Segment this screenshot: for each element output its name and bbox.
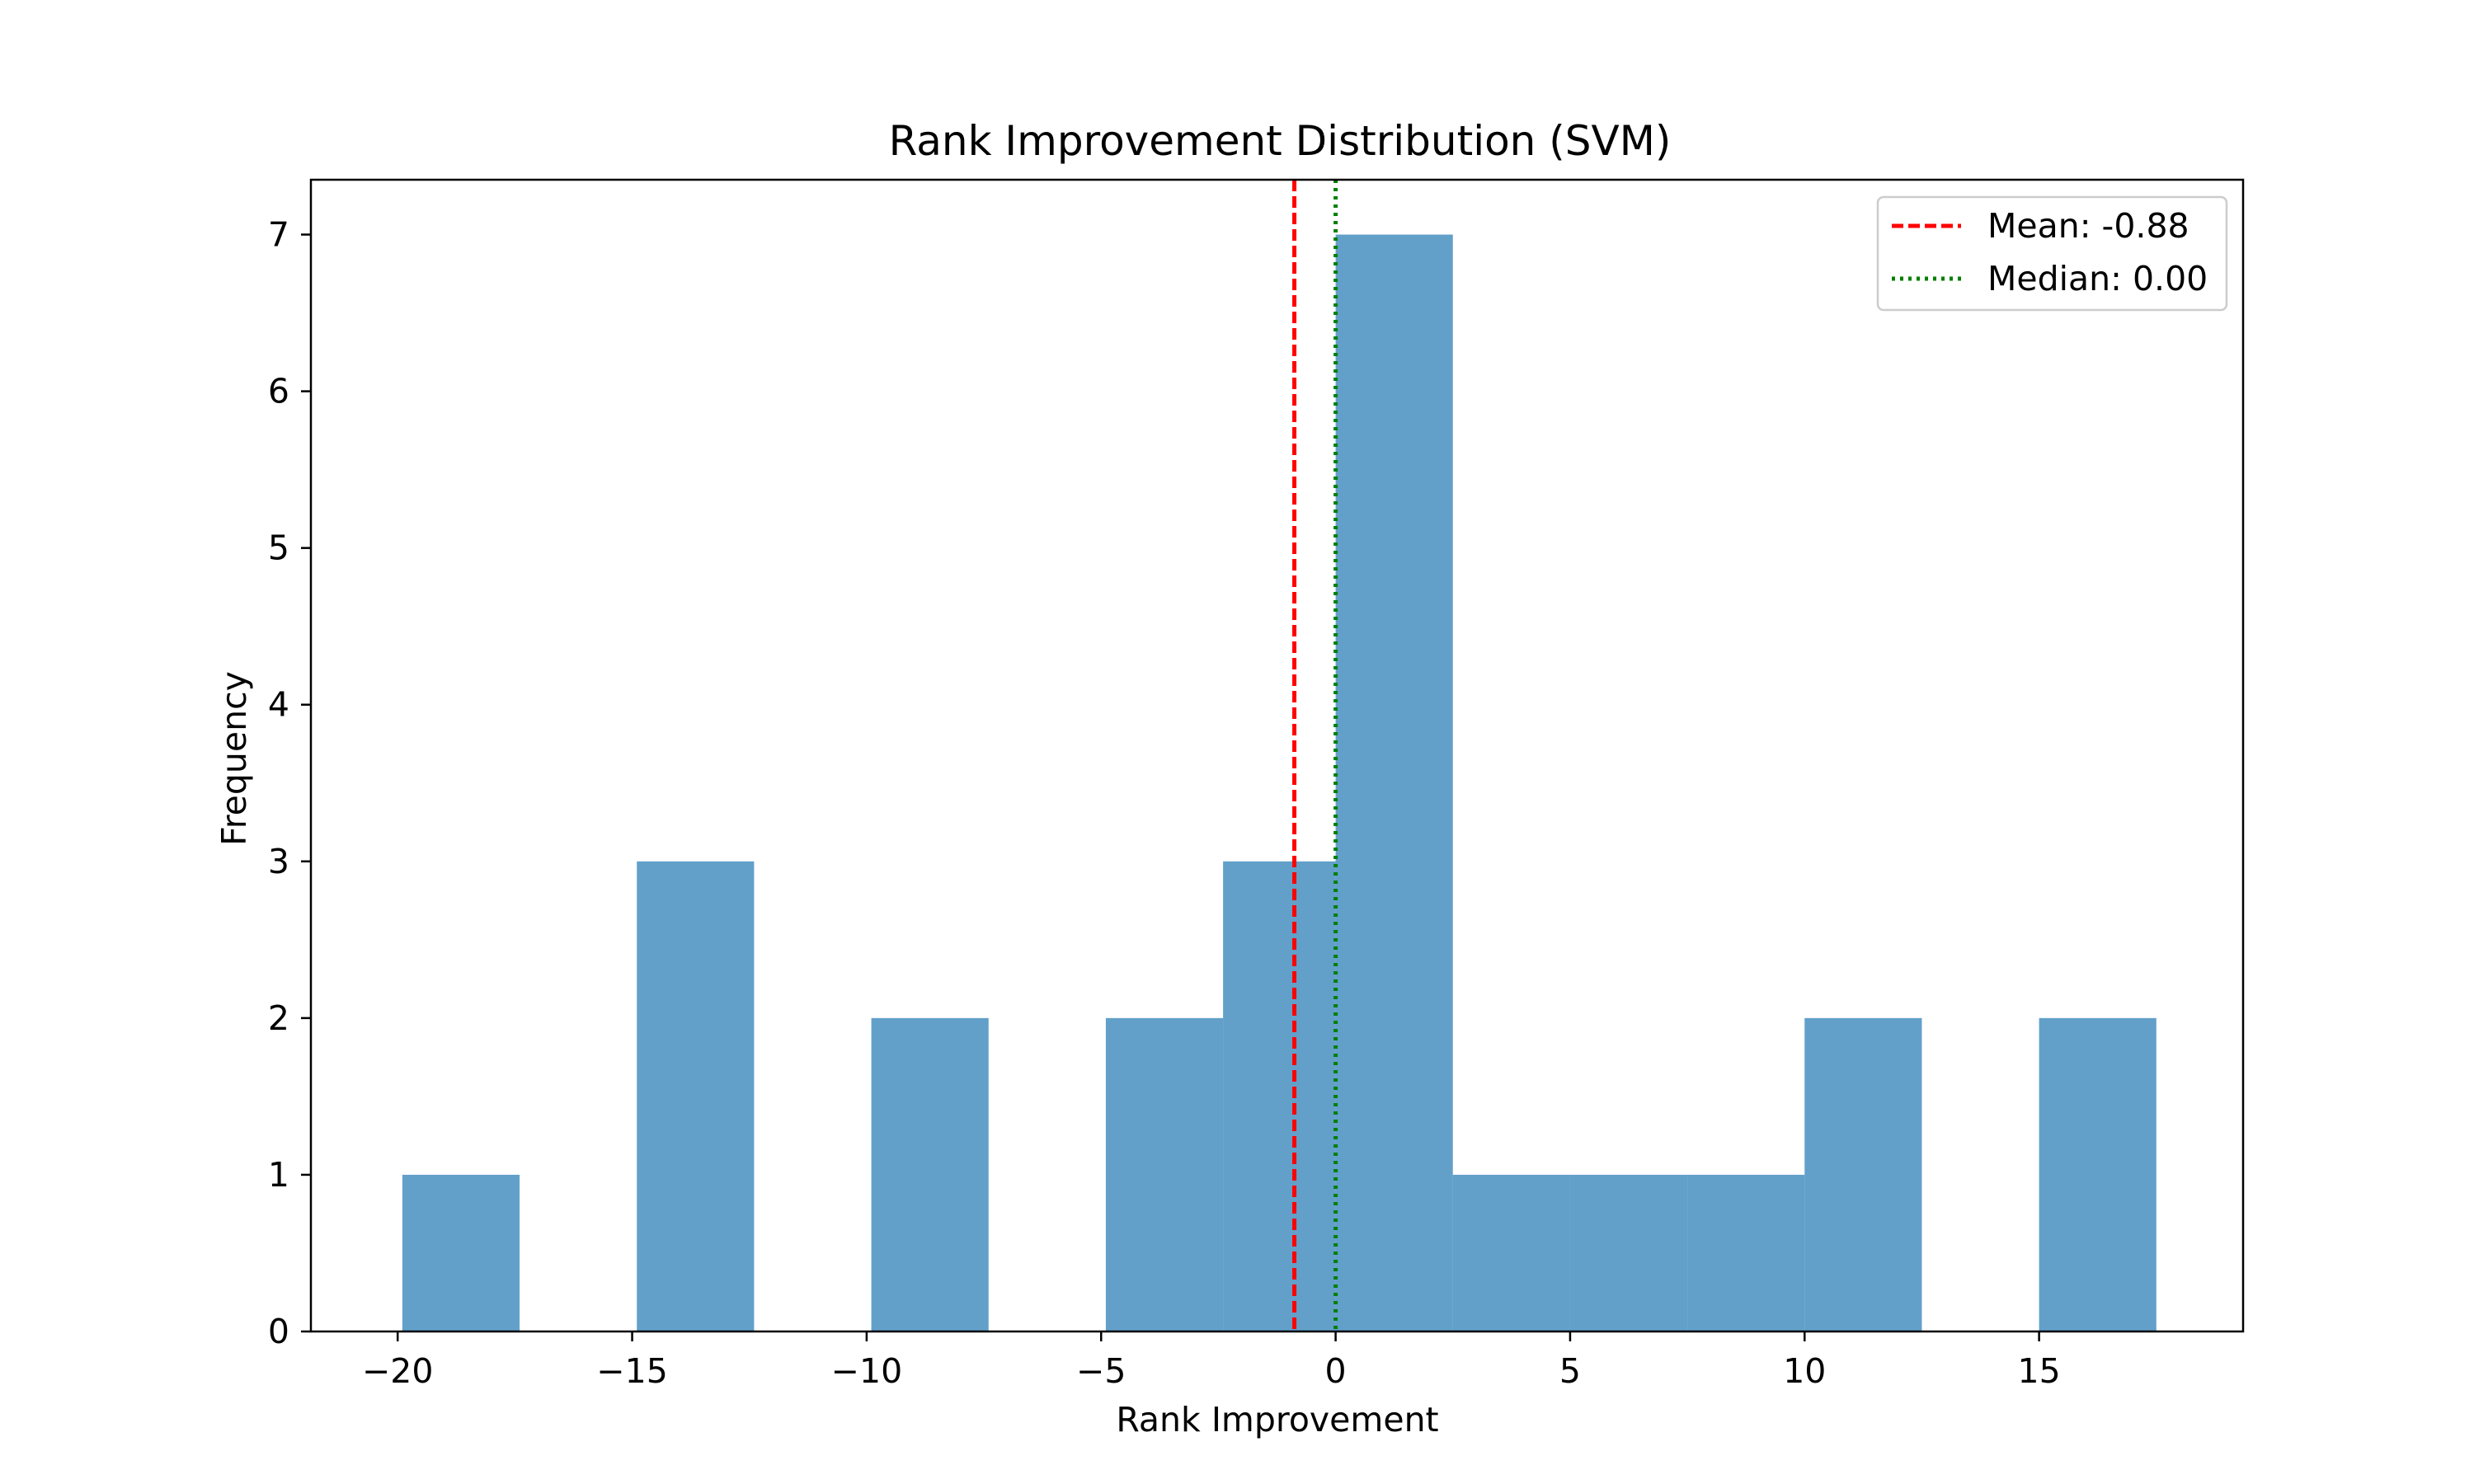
y-tick-label: 6: [268, 372, 289, 411]
x-axis-label: Rank Improvement: [1116, 1400, 1438, 1439]
x-tick-label: −10: [831, 1351, 903, 1391]
histogram-bar: [1452, 1174, 1570, 1331]
y-tick-label: 7: [268, 215, 289, 255]
histogram-bar: [637, 861, 755, 1331]
y-tick-label: 3: [268, 842, 289, 881]
histogram-bar: [2039, 1017, 2157, 1331]
y-tick-label: 2: [268, 998, 289, 1038]
y-axis-ticks: 0 1 2 3 4 5 6 7: [268, 215, 311, 1351]
x-tick-label: 15: [2018, 1351, 2061, 1391]
legend: Mean: -0.88 Median: 0.00: [1876, 195, 2228, 312]
histogram-bar: [1569, 1174, 1688, 1331]
x-tick-label: −15: [596, 1351, 668, 1391]
chart-title: Rank Improvement Distribution (SVM): [889, 117, 1672, 165]
x-tick-label: 0: [1325, 1351, 1347, 1391]
histogram-bar: [1105, 1017, 1224, 1331]
x-tick-label: −20: [362, 1351, 434, 1391]
x-tick-label: 5: [1559, 1351, 1581, 1391]
y-tick-label: 0: [268, 1312, 289, 1351]
histogram-bar: [1687, 1174, 1805, 1331]
histogram-bar: [1804, 1017, 1922, 1331]
y-axis-label: Frequency: [214, 671, 254, 846]
plot-area-frame: [309, 178, 2245, 1333]
histogram-bar: [1335, 234, 1453, 1331]
y-tick-label: 4: [268, 685, 289, 725]
histogram-bar: [402, 1174, 520, 1331]
reference-lines-layer: [1292, 180, 1338, 1331]
legend-label-mean: Mean: -0.88: [1987, 206, 2189, 246]
legend-label-median: Median: 0.00: [1987, 259, 2208, 298]
x-axis-ticks: −20 −15 −10 −5 0 5 10 15: [362, 1331, 2061, 1391]
y-tick-label: 5: [268, 528, 289, 568]
histogram-bar: [1223, 861, 1336, 1331]
bars-layer: [402, 234, 2157, 1331]
histogram-bar: [871, 1017, 989, 1331]
x-tick-label: 10: [1783, 1351, 1826, 1391]
y-tick-label: 1: [268, 1155, 289, 1195]
x-tick-label: −5: [1076, 1351, 1126, 1391]
legend-box: [1876, 195, 2228, 312]
